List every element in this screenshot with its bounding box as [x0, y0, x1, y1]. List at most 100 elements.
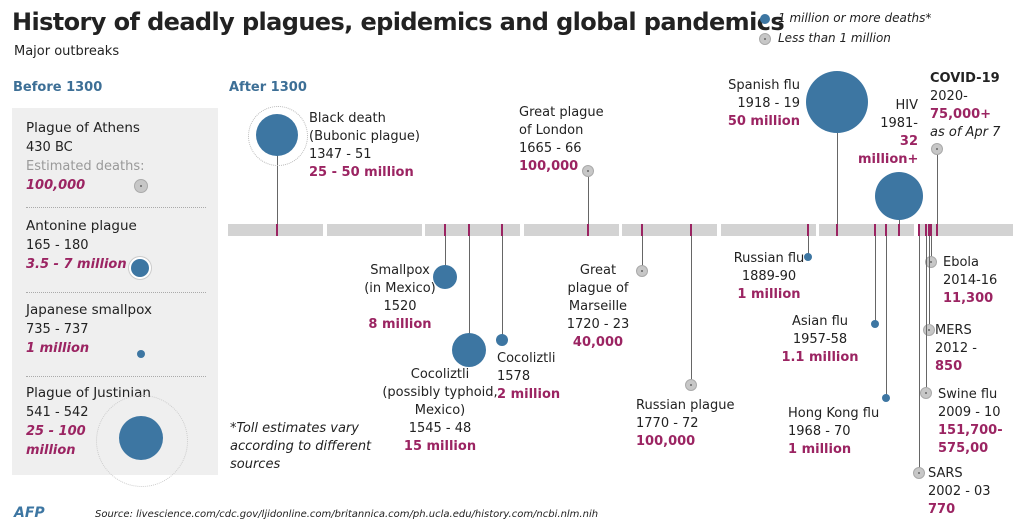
estimate-label: Estimated deaths: [26, 159, 145, 174]
connector-line [501, 236, 503, 340]
event-detail: 2020- [930, 89, 968, 104]
event-deaths: 11,300 [943, 291, 994, 306]
event-deaths: 100,000 [636, 434, 696, 449]
event-name: Great plague [519, 105, 604, 120]
event-name: Plague of Athens [26, 120, 140, 136]
before-1300-panel: Plague of Athens 430 BC Estimated deaths… [12, 108, 218, 487]
event-deaths: 1 million [788, 442, 852, 457]
event-name: Japanese smallpox [26, 302, 152, 318]
event-deaths: 100,000 [26, 178, 86, 193]
event-deaths: 1.1 million [781, 350, 859, 365]
panel-item: Plague of Athens 430 BC Estimated deaths… [26, 119, 145, 195]
timeline-tick [874, 224, 877, 236]
event-detail: 1545 - 48 [408, 421, 472, 436]
event-label: Asian flu 1957-58 1.1 million [781, 313, 858, 367]
event-deaths: 2 million [497, 387, 561, 402]
major-dot-icon [137, 350, 145, 358]
minor-dot-icon [684, 379, 697, 391]
panel-item: Japanese smallpox 735 - 737 1 million [26, 301, 152, 358]
event-detail: 1520 [383, 299, 417, 314]
event-detail: 2014-16 [943, 273, 998, 288]
event-name: Hong Kong flu [788, 406, 880, 421]
event-label: Spanish flu 1918 - 19 50 million [728, 77, 800, 131]
minor-dot-icon [931, 143, 944, 155]
event-detail: (in Mexico) [364, 281, 436, 296]
footnote-text: *Toll estimates vary according to differ… [230, 421, 372, 472]
major-dot-icon [432, 265, 457, 289]
timeline-tick [835, 224, 838, 236]
timeline-century-segment [228, 224, 323, 236]
event-dates: 430 BC [26, 140, 73, 155]
timeline-tick [468, 224, 471, 236]
connector-line [808, 236, 810, 257]
event-name: SARS [928, 466, 963, 481]
connector-line [875, 236, 877, 324]
event-name: Smallpox [370, 263, 430, 278]
connector-line [926, 236, 928, 393]
event-name: Spanish flu [728, 78, 800, 93]
minor-dot-icon [923, 324, 936, 336]
timeline-century-segment [917, 224, 1013, 236]
connector-line [641, 236, 643, 271]
minor-dot-icon [925, 256, 938, 268]
event-label: Ebola 2014-16 11,300 [943, 254, 997, 308]
timeline-tick [500, 224, 503, 236]
event-label: Great plague of London 1665 - 66 100,000 [519, 104, 604, 176]
major-dot-icon [256, 114, 299, 156]
event-label: Russian flu 1889-90 1 million [734, 250, 805, 304]
event-name: Antonine plague [26, 218, 137, 234]
major-dot-icon [452, 333, 487, 367]
section-after-1300: After 1300 [229, 80, 307, 95]
minor-dot-icon [913, 467, 926, 479]
event-detail: 1981- [880, 116, 918, 131]
legend-minor-dot-icon [759, 33, 771, 45]
afp-logo: AFP [14, 505, 45, 521]
timeline-tick [928, 224, 931, 236]
timeline-century-segment [720, 224, 816, 236]
event-name: Swine flu [938, 387, 998, 402]
event-name: HIV [895, 98, 918, 113]
divider [26, 292, 206, 293]
timeline-tick [586, 224, 589, 236]
event-label: Smallpox (in Mexico) 1520 8 million [364, 262, 436, 334]
event-deaths: 8 million [368, 317, 432, 332]
event-label: Russian plague 1770 - 72 100,000 [636, 397, 735, 451]
panel-item: Antonine plague 165 - 180 3.5 - 7 millio… [26, 217, 137, 274]
event-label: Swine flu 2009 - 10 151,700-575,00 [938, 386, 1008, 458]
major-dot-icon [804, 253, 813, 261]
event-note: as of Apr 7 [930, 125, 1001, 140]
panel-item: Plague of Justinian 541 - 542 25 - 100 m… [26, 384, 151, 460]
event-name: COVID-19 [930, 71, 1000, 86]
event-dates: 541 - 542 [26, 405, 89, 420]
event-detail: 1720 - 23 [566, 317, 630, 332]
connector-line [587, 171, 589, 224]
event-deaths: 75,000+ [930, 107, 992, 122]
event-label: Cocoliztli (possibly typhoid, Mexico) 1545 … [382, 366, 497, 456]
legend-major-dot-icon [760, 14, 770, 24]
event-label: Hong Kong flu 1968 - 70 1 million [788, 405, 879, 459]
timeline-tick [897, 224, 900, 236]
event-deaths: 40,000 [572, 335, 624, 350]
event-name: Plague of Justinian [26, 385, 151, 401]
subtitle: Major outbreaks [14, 44, 120, 59]
event-detail: Marseille [568, 299, 628, 314]
timeline-century-segment [622, 224, 717, 236]
timeline-tick [276, 224, 279, 236]
connector-line [469, 236, 471, 350]
event-label: Black death (Bubonic plague) 1347 - 51 25 -… [309, 110, 420, 182]
event-name: MERS [935, 323, 972, 338]
major-dot-icon [874, 172, 923, 220]
minor-dot-icon [581, 165, 594, 177]
event-detail: 1968 - 70 [788, 424, 851, 439]
event-deaths: 50 million [727, 114, 800, 129]
connector-line [885, 236, 887, 398]
timeline-tick [443, 224, 446, 236]
timeline-century-segment [819, 224, 914, 236]
section-before-1300: Before 1300 [13, 80, 103, 95]
event-detail: (Bubonic plague) [309, 129, 420, 144]
legend-major: 1 million or more deaths* [778, 11, 932, 25]
event-deaths: 1 million [737, 287, 801, 302]
event-name: Black death [309, 111, 386, 126]
event-label: MERS 2012 - 850 [935, 322, 977, 376]
